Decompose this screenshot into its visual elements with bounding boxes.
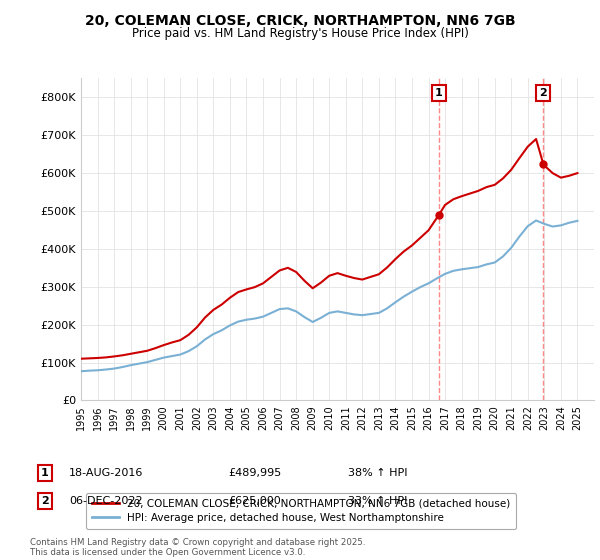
Text: 20, COLEMAN CLOSE, CRICK, NORTHAMPTON, NN6 7GB: 20, COLEMAN CLOSE, CRICK, NORTHAMPTON, N…: [85, 14, 515, 28]
Text: 06-DEC-2022: 06-DEC-2022: [69, 496, 143, 506]
Text: 18-AUG-2016: 18-AUG-2016: [69, 468, 143, 478]
Text: 2: 2: [539, 88, 547, 98]
Text: 1: 1: [435, 88, 443, 98]
Text: Contains HM Land Registry data © Crown copyright and database right 2025.
This d: Contains HM Land Registry data © Crown c…: [30, 538, 365, 557]
Text: Price paid vs. HM Land Registry's House Price Index (HPI): Price paid vs. HM Land Registry's House …: [131, 27, 469, 40]
Legend: 20, COLEMAN CLOSE, CRICK, NORTHAMPTON, NN6 7GB (detached house), HPI: Average pr: 20, COLEMAN CLOSE, CRICK, NORTHAMPTON, N…: [86, 493, 517, 529]
Text: 1: 1: [41, 468, 49, 478]
Text: 38% ↑ HPI: 38% ↑ HPI: [348, 468, 407, 478]
Text: 2: 2: [41, 496, 49, 506]
Text: £625,000: £625,000: [228, 496, 281, 506]
Text: 33% ↑ HPI: 33% ↑ HPI: [348, 496, 407, 506]
Text: £489,995: £489,995: [228, 468, 281, 478]
